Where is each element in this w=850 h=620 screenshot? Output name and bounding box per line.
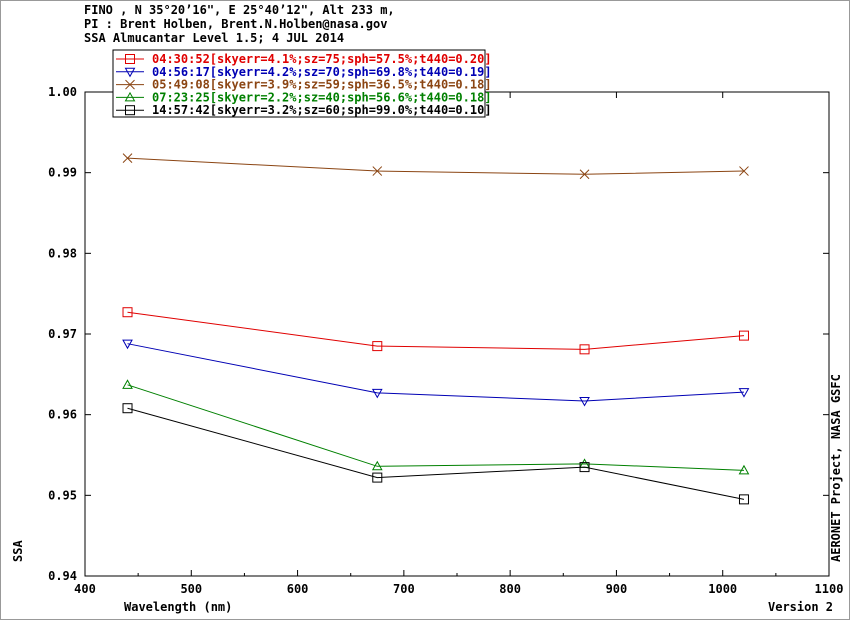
data-point [579,396,590,407]
data-point [122,403,133,414]
data-point [579,462,590,473]
series-5 [122,403,749,505]
header-line-2: PI : Brent Holben, Brent.N.Holben@nasa.g… [84,17,387,31]
x-tick-label: 600 [287,582,309,596]
legend-label: 05:49:08[skyerr=3.9%;sz=59;sph=36.5%;t44… [152,78,492,92]
legend-box [112,49,486,118]
x-tick-label: 900 [606,582,628,596]
y-tick-label: 0.99 [48,166,77,180]
data-point [738,464,750,475]
x-tick-label: 800 [499,582,521,596]
legend-entry-3: 05:49:08[skyerr=3.9%;sz=59;sph=36.5%;t44… [116,78,492,92]
legend-marker [125,54,135,64]
y-tick-label: 0.97 [48,327,77,341]
series-line [127,407,745,500]
series-line [127,157,744,175]
x-tick-label: 1000 [708,582,737,596]
series-1 [122,307,749,355]
legend-label: 07:23:25[skyerr=2.2%;sz=40;sph=56.6%;t44… [152,90,492,104]
legend-marker [124,91,136,102]
series-3 [122,153,749,180]
header-line-3: SSA Almucantar Level 1.5; 4 JUL 2014 [84,31,344,45]
series-layer [122,153,750,505]
data-point [372,341,383,352]
data-point [739,166,749,176]
legend: 04:30:52[skyerr=4.1%;sz=75;sph=57.5%;t44… [116,52,492,117]
x-tick-label: 700 [393,582,415,596]
credit-label: AERONET Project, NASA GSFC [829,374,843,562]
data-point [579,344,590,355]
legend-entry-2: 04:56:17[skyerr=4.2%;sz=70;sph=69.8%;t44… [116,65,492,79]
series-4 [122,379,750,475]
legend-entry-1: 04:30:52[skyerr=4.1%;sz=75;sph=57.5%;t44… [116,52,492,66]
y-axis-label: SSA [11,540,25,562]
y-tick-label: 0.98 [48,246,77,260]
data-point [371,460,383,471]
data-point [122,379,133,389]
x-tick-label: 400 [74,582,96,596]
legend-marker [125,105,135,116]
legend-marker [124,67,136,78]
axis-layer: 400 500 600 700 800 900 1000 1100 0.94 0.95 0.96 0.… [48,85,843,596]
version-label: Version 2 [768,600,833,614]
legend-entry-4: 07:23:25[skyerr=2.2%;sz=40;sph=56.6%;t44… [116,90,492,104]
header-line-1: FINO , N 35°20’16", E 25°40’12", Alt 233… [84,3,395,17]
data-point [122,339,133,350]
y-tick-label: 1.00 [48,85,77,99]
data-point [371,388,383,399]
legend-entry-5: 14:57:42[skyerr=3.2%;sz=60;sph=99.0%;t44… [116,103,492,117]
y-tick-label: 0.94 [48,569,77,583]
data-point [372,472,383,483]
series-line [127,384,744,471]
legend-label: 04:30:52[skyerr=4.1%;sz=75;sph=57.5%;t44… [152,52,492,66]
series-2 [122,339,750,407]
x-axis-label: Wavelength (nm) [124,600,232,614]
data-point [738,494,749,505]
x-tick-label: 500 [180,582,202,596]
data-point [372,166,383,176]
series-line [127,311,745,350]
x-tick-label: 1100 [815,582,844,596]
data-point [738,388,750,398]
y-tick-label: 0.96 [48,408,77,422]
y-tick-label: 0.95 [48,488,77,502]
legend-label: 04:56:17[skyerr=4.2%;sz=70;sph=69.8%;t44… [152,65,492,79]
data-point [122,307,133,318]
series-line [127,343,744,402]
data-point [738,330,749,341]
data-point [579,169,590,180]
legend-marker [125,79,135,90]
legend-label: 14:57:42[skyerr=3.2%;sz=60;sph=99.0%;t44… [152,103,492,117]
data-point [122,153,133,164]
